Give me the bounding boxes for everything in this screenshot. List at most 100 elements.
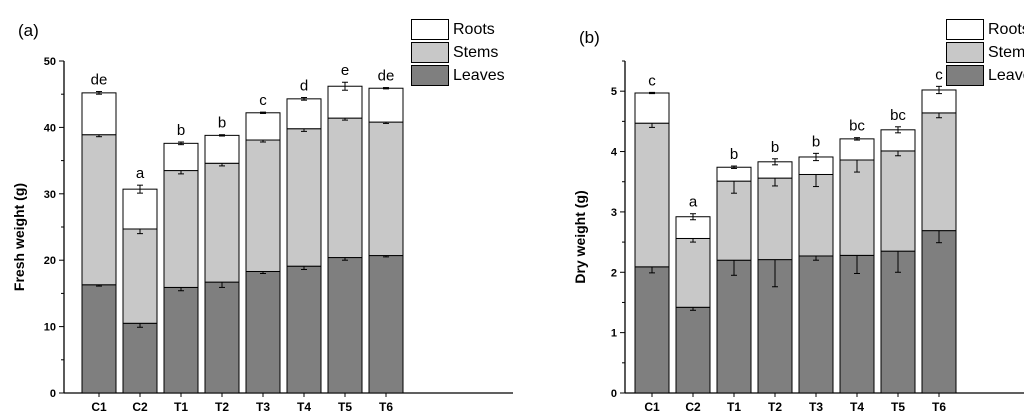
- bar-segment-roots: [204, 134, 240, 164]
- chart-panel-b: 0 1 2 3 4 5 Dry weight (g) c C1 a C2 b T1 b T2 b T3 bc T4 b…: [572, 60, 1024, 414]
- x-tick-label: T6: [932, 400, 946, 414]
- bar-segment-roots: [716, 166, 752, 182]
- legend-swatch-roots: [946, 19, 984, 40]
- x-tick-label: T2: [768, 400, 782, 414]
- legend-item-leaves: Leaves: [411, 64, 505, 87]
- significance-label: c: [935, 66, 943, 83]
- bar-segment-leaves: [81, 284, 117, 394]
- legend-b: Roots Stems Leaves: [946, 18, 1024, 87]
- x-tick-label: C2: [132, 400, 148, 414]
- bar-segment-stems: [757, 177, 793, 261]
- bar-segment-stems: [204, 162, 240, 283]
- bar-segment-leaves: [245, 270, 281, 394]
- y-tick-label: 3: [611, 207, 617, 219]
- y-tick-label: 0: [50, 388, 56, 400]
- bar-segment-stems: [839, 159, 875, 256]
- significance-label: b: [218, 115, 226, 132]
- bar-segment-leaves: [675, 306, 711, 394]
- significance-label: bc: [890, 107, 906, 124]
- bar-segment-leaves: [839, 254, 875, 394]
- x-tick-label: C1: [91, 400, 107, 414]
- legend-item-stems: Stems: [946, 41, 1024, 64]
- y-tick-label: 4: [611, 147, 618, 159]
- bar-segment-leaves: [327, 257, 363, 394]
- x-tick-label: T5: [891, 400, 905, 414]
- significance-label: a: [689, 194, 698, 211]
- bar-segment-leaves: [368, 255, 404, 394]
- legend-swatch-stems: [946, 42, 984, 63]
- bar-segment-roots: [368, 87, 404, 123]
- legend-label-roots: Roots: [988, 20, 1024, 38]
- significance-label: b: [771, 139, 779, 156]
- bar-segment-roots: [163, 142, 199, 172]
- legend-label-leaves: Leaves: [988, 66, 1024, 84]
- legend-swatch-stems: [411, 42, 449, 63]
- bar-segment-leaves: [634, 266, 670, 394]
- panel-label-b: (b): [579, 28, 600, 47]
- legend-item-roots: Roots: [411, 18, 505, 41]
- legend-item-leaves: Leaves: [946, 64, 1024, 87]
- bar-segment-leaves: [122, 322, 158, 394]
- bar-segment-stems: [634, 122, 670, 268]
- significance-label: de: [91, 72, 108, 89]
- x-tick-label: T3: [809, 400, 823, 414]
- y-tick-label: 2: [611, 267, 617, 279]
- bar-segment-stems: [163, 170, 199, 288]
- bar-segment-stems: [327, 117, 363, 259]
- legend-label-stems: Stems: [453, 43, 499, 61]
- significance-label: b: [177, 122, 185, 139]
- x-tick-label: T4: [850, 400, 864, 414]
- legend-a: Roots Stems Leaves: [411, 18, 505, 87]
- bar-segment-stems: [286, 128, 322, 267]
- x-tick-label: C1: [644, 400, 660, 414]
- legend-item-roots: Roots: [946, 18, 1024, 41]
- y-tick-label: 0: [611, 388, 617, 400]
- bar-segment-leaves: [880, 250, 916, 394]
- bar-segment-roots: [286, 98, 322, 130]
- legend-label-stems: Stems: [988, 43, 1024, 61]
- y-tick-label: 30: [44, 189, 56, 201]
- legend-swatch-leaves: [411, 65, 449, 86]
- x-tick-label: T6: [379, 400, 393, 414]
- x-tick-label: T1: [727, 400, 741, 414]
- bar-segment-leaves: [163, 286, 199, 394]
- bar-segment-stems: [81, 134, 117, 286]
- y-axis-label: Fresh weight (g): [11, 183, 27, 291]
- significance-label: e: [341, 62, 349, 79]
- legend-swatch-roots: [411, 19, 449, 40]
- significance-label: de: [378, 68, 395, 85]
- x-tick-label: C2: [685, 400, 701, 414]
- bar-segment-stems: [122, 228, 158, 324]
- bar-segment-leaves: [204, 281, 240, 394]
- bar-segment-leaves: [798, 255, 834, 394]
- bar-segment-leaves: [286, 265, 322, 394]
- bar-segment-stems: [368, 121, 404, 257]
- bar-segment-stems: [880, 150, 916, 252]
- x-tick-label: T2: [215, 400, 229, 414]
- bar-segment-stems: [675, 237, 711, 308]
- y-tick-label: 20: [44, 255, 56, 267]
- bar-segment-stems: [798, 173, 834, 257]
- legend-label-roots: Roots: [453, 20, 495, 38]
- bar-segment-leaves: [921, 230, 957, 394]
- significance-label: c: [259, 92, 267, 109]
- bar-segment-leaves: [716, 259, 752, 394]
- significance-label: c: [648, 72, 656, 89]
- legend-label-leaves: Leaves: [453, 66, 505, 84]
- bar-segment-roots: [839, 138, 875, 161]
- bar-segment-roots: [122, 188, 158, 230]
- x-tick-label: T5: [338, 400, 352, 414]
- y-tick-label: 10: [44, 322, 56, 334]
- significance-label: b: [812, 133, 820, 150]
- bar-segment-roots: [327, 85, 363, 119]
- bar-segment-roots: [81, 92, 117, 136]
- significance-label: d: [300, 78, 308, 95]
- bar-segment-roots: [634, 92, 670, 124]
- significance-label: a: [136, 165, 145, 182]
- legend-item-stems: Stems: [411, 41, 505, 64]
- y-tick-label: 5: [611, 86, 617, 98]
- x-tick-label: T4: [297, 400, 311, 414]
- x-tick-label: T3: [256, 400, 270, 414]
